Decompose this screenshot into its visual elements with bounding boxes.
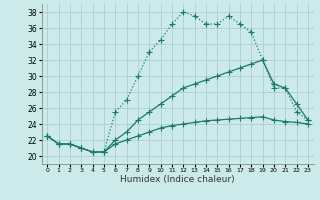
X-axis label: Humidex (Indice chaleur): Humidex (Indice chaleur) xyxy=(120,175,235,184)
